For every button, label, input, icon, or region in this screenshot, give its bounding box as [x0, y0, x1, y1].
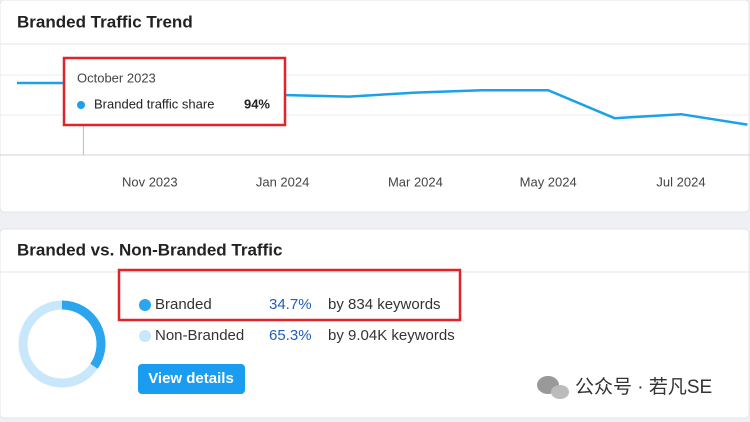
view-details-button[interactable]	[138, 364, 245, 394]
highlight-box	[117, 268, 462, 322]
wechat-icon	[537, 376, 569, 399]
x-tick-label: Jan 2024	[256, 174, 310, 189]
legend-dot	[139, 330, 151, 342]
trend-title: Branded Traffic Trend	[17, 12, 193, 31]
watermark: 公众号 · 若凡SE	[575, 376, 712, 398]
x-tick-label: Jul 2024	[656, 174, 705, 189]
donut-segment	[18, 300, 98, 388]
share-chart: Branded 34.7% by 834 keywords Non-Branded 65…	[18, 296, 455, 388]
trend-card	[0, 0, 750, 213]
tooltip-value: 94%	[244, 96, 270, 111]
legend-value: 65.3%	[269, 327, 312, 344]
legend-name: Branded	[155, 296, 212, 313]
trend-chart: Nov 2023 Jan 2024 Mar 2024 May 2024 Jul 2024…	[0, 56, 750, 189]
x-tick-label: May 2024	[520, 174, 577, 189]
legend-dot	[139, 299, 151, 311]
tooltip-label: Branded traffic share	[94, 96, 214, 111]
x-tick-label: Mar 2024	[388, 174, 443, 189]
tooltip-dot	[77, 101, 85, 109]
tooltip-date: October 2023	[77, 70, 156, 85]
legend-name: Non-Branded	[155, 327, 244, 344]
highlight-box	[62, 56, 287, 127]
share-title: Branded vs. Non-Branded Traffic	[17, 240, 282, 259]
legend-keywords: by 834 keywords	[328, 296, 441, 313]
legend-keywords: by 9.04K keywords	[328, 327, 455, 344]
x-tick-label: Nov 2023	[122, 174, 178, 189]
donut-segment	[61, 300, 106, 369]
legend-value: 34.7%	[269, 296, 312, 313]
tooltip	[64, 58, 285, 125]
button-label[interactable]: View details	[148, 370, 234, 387]
